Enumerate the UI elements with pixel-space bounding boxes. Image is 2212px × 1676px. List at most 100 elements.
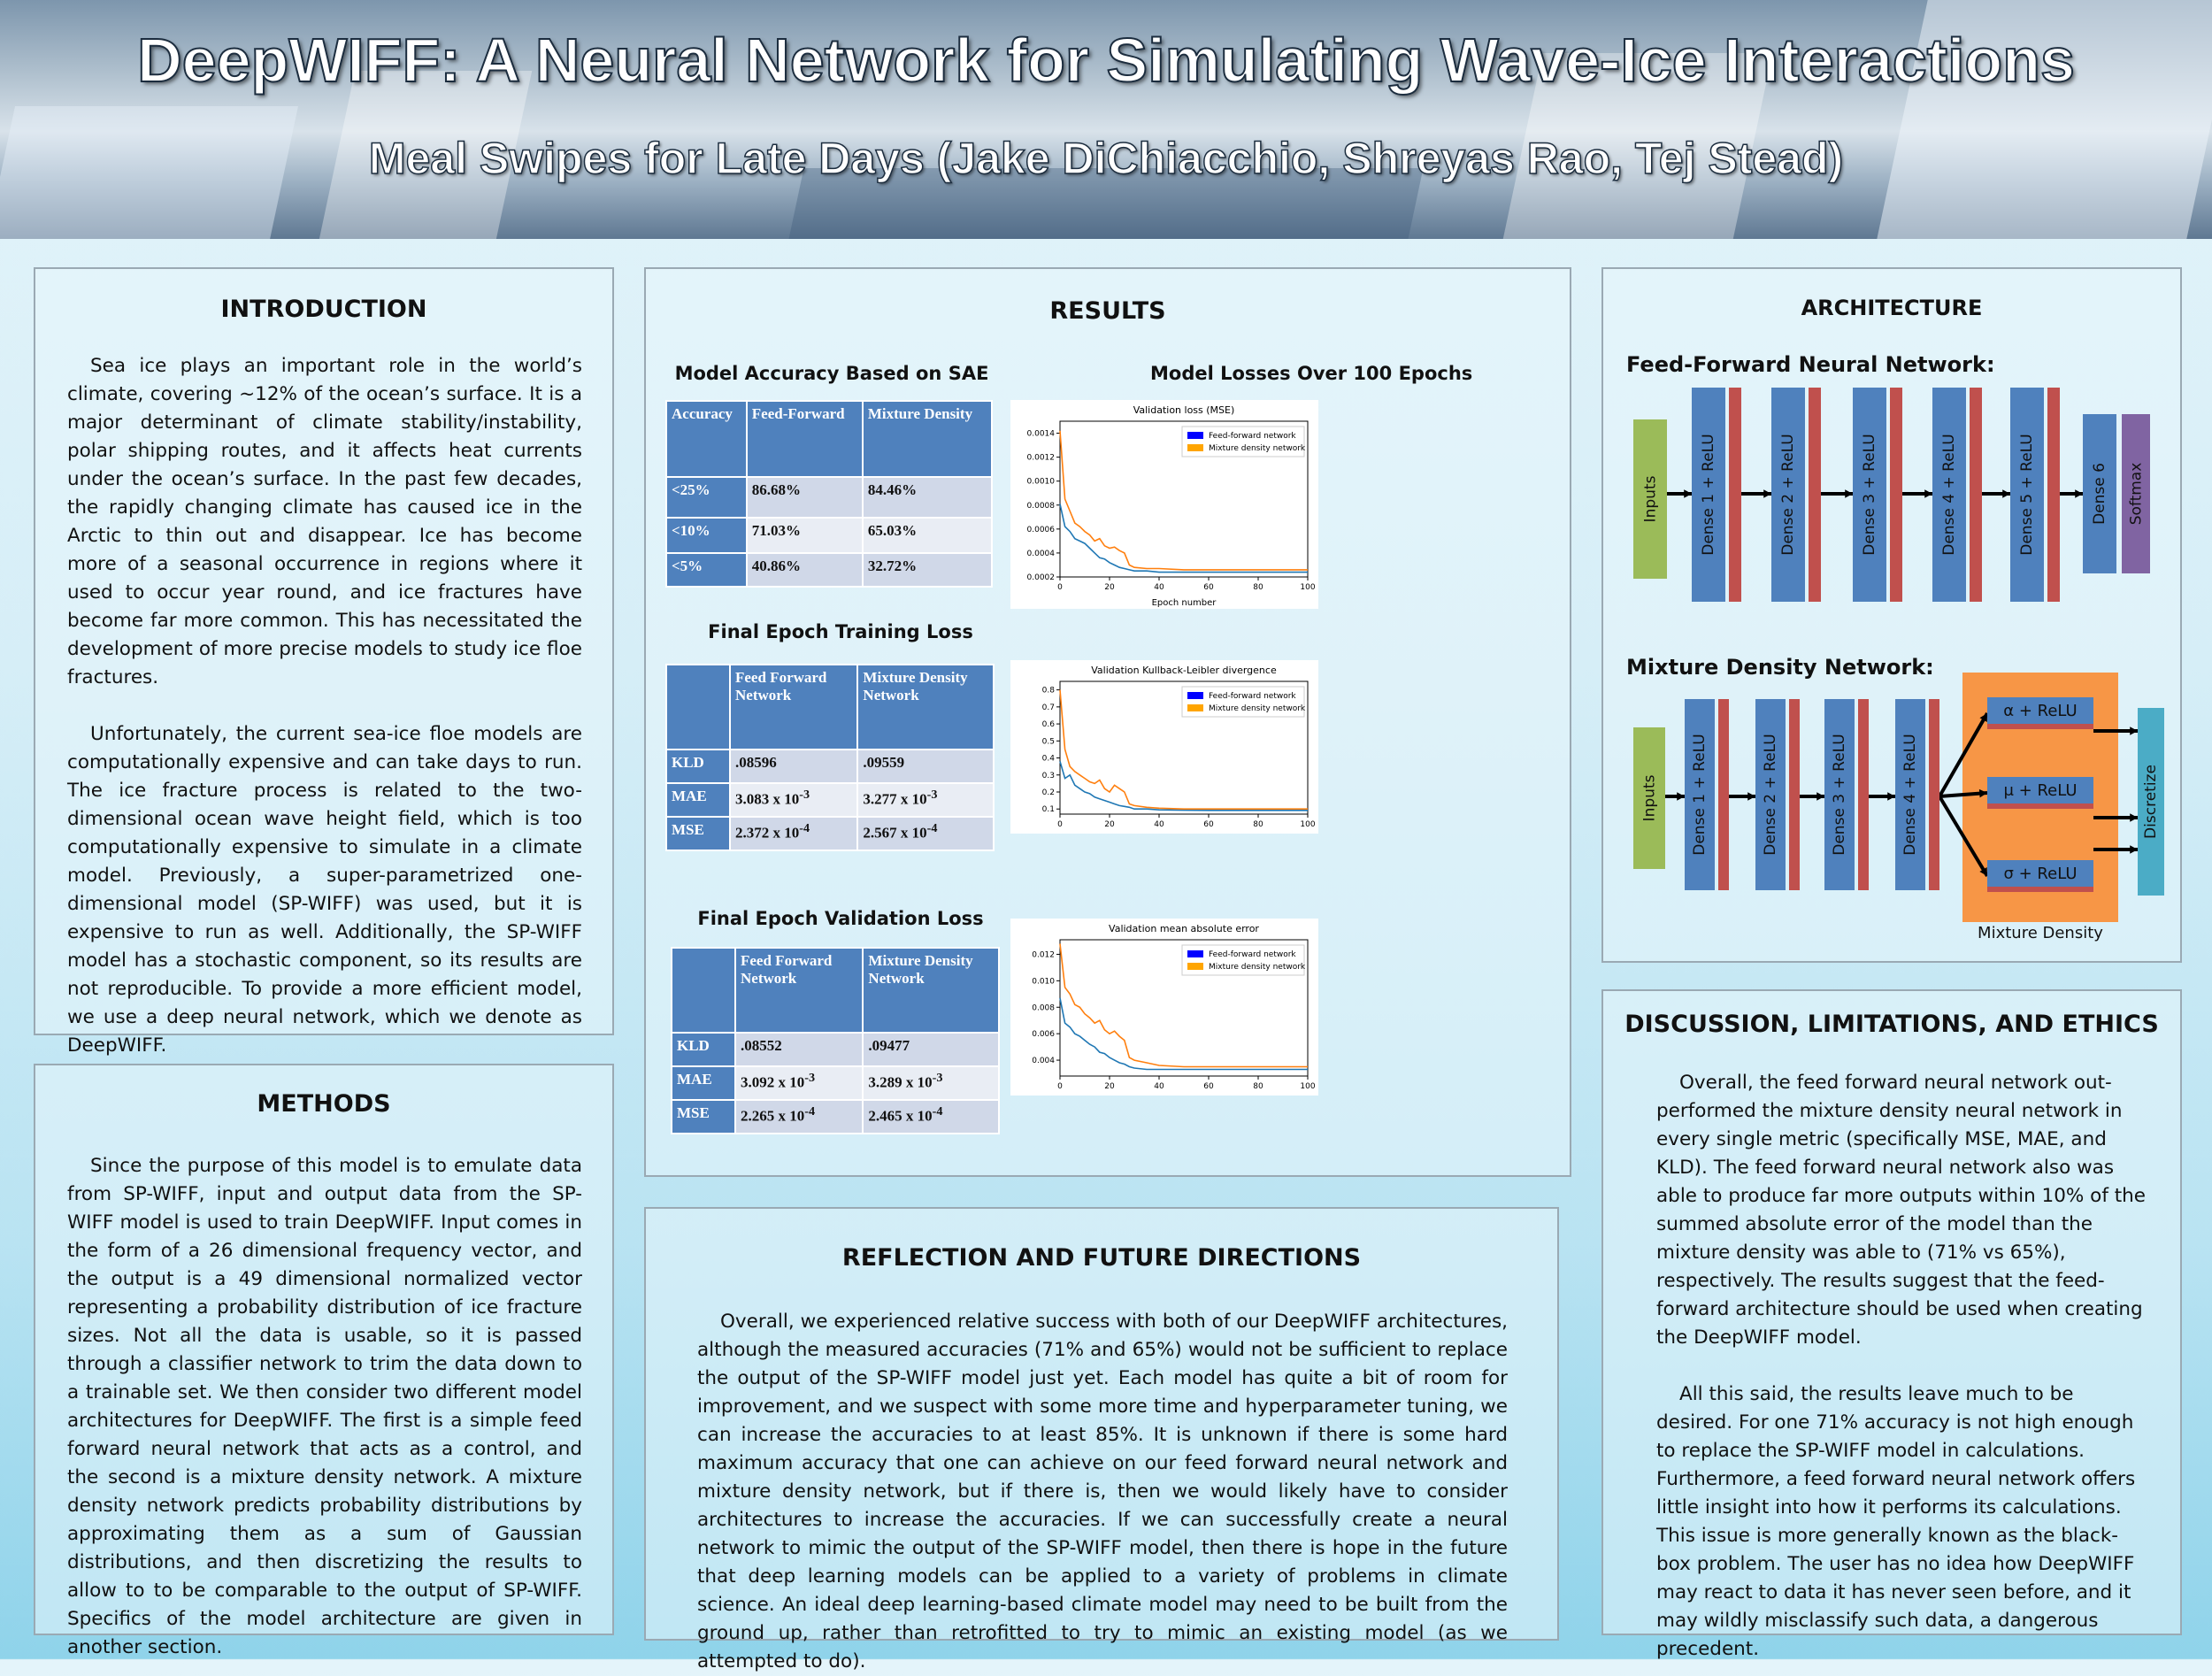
- x-tick-label: 40: [1154, 583, 1164, 592]
- accuracy-row-label: <10%: [665, 517, 748, 554]
- arrow: [1938, 795, 1989, 878]
- mixture-density-title: Mixture Density Network:: [1626, 655, 1934, 680]
- methods-paragraph-1: Since the purpose of this model is to em…: [67, 1155, 582, 1658]
- accuracy-cell: 86.68%: [745, 476, 864, 519]
- accuracy-header-cell: Mixture Density: [861, 400, 994, 478]
- legend-swatch: [1187, 950, 1203, 957]
- kld-chart: Validation Kullback-Leibler divergence 0 2…: [1010, 660, 1318, 834]
- x-tick-label: 100: [1300, 820, 1315, 829]
- arrow: [1938, 712, 1989, 797]
- feed-forward-arrows: [1667, 489, 2083, 498]
- legend-swatch: [1187, 704, 1203, 711]
- md-activation-bar: [1718, 699, 1729, 890]
- accuracy-cell: 40.86%: [745, 552, 864, 588]
- md-head-box: μ + ReLU: [1987, 777, 2093, 809]
- x-tick-label: 100: [1300, 583, 1315, 592]
- ff-activation-bar: [1729, 388, 1741, 602]
- architecture-heading: ARCHITECTURE: [1801, 296, 1983, 320]
- arrowhead: [1816, 792, 1824, 801]
- arrowhead: [2130, 727, 2138, 735]
- arrowhead: [1684, 489, 1692, 498]
- ff-activation-bar: [2047, 388, 2060, 602]
- md-dense-layer-box: Dense 2 + ReLU: [1755, 699, 1786, 890]
- y-tick-label: 0.004: [1032, 1057, 1055, 1065]
- x-tick-label: 60: [1203, 820, 1214, 829]
- loss-cell: 2.567 x 10-4: [856, 816, 995, 851]
- legend-label: Mixture density network: [1209, 704, 1306, 713]
- introduction-panel: INTRODUCTION Sea ice plays an important …: [34, 267, 614, 1057]
- ff-activation-bar: [1970, 388, 1982, 602]
- ff-activation-bar: [1890, 388, 1902, 602]
- mse-chart: Validation loss (MSE) 0 20 40 60 80 100 0.0002 0…: [1010, 400, 1318, 609]
- legend-box: [1181, 426, 1305, 457]
- accuracy-row-label: <25%: [665, 476, 748, 519]
- mixture-density-caption: Mixture Density: [1978, 924, 2103, 942]
- loss-cell: 2.372 x 10-4: [728, 816, 859, 851]
- x-tick-label: 80: [1253, 820, 1263, 829]
- y-tick-label: 0.0008: [1027, 502, 1056, 511]
- legend-label: Feed-forward network: [1209, 950, 1296, 959]
- y-tick-label: 0.2: [1042, 788, 1055, 797]
- x-tick-label: 0: [1057, 583, 1063, 592]
- y-tick-label: 0.1: [1042, 805, 1055, 814]
- introduction-heading: INTRODUCTION: [220, 296, 427, 323]
- architecture-panel: ARCHITECTURE Feed-Forward Neural Network…: [1601, 267, 2182, 963]
- loss-cell: 3.083 x 10-3: [728, 782, 859, 818]
- training-loss-table-title: Final Epoch Training Loss: [708, 621, 973, 642]
- arrowhead: [1978, 788, 1987, 798]
- validation-loss-table-title: Final Epoch Validation Loss: [697, 908, 984, 929]
- discussion-paragraph-1: Overall, the feed forward neural network…: [1656, 1072, 2147, 1349]
- y-tick-label: 0.0010: [1027, 478, 1056, 487]
- ff-dense-layer-box: Dense 5 + ReLU: [2010, 388, 2044, 602]
- x-tick-label: 20: [1104, 1082, 1115, 1091]
- accuracy-table-title: Model Accuracy Based on SAE: [674, 363, 989, 384]
- introduction-text: Sea ice plays an important role in the w…: [67, 352, 582, 1060]
- arrowhead: [2130, 813, 2138, 822]
- x-tick-label: 20: [1104, 820, 1115, 829]
- y-tick-label: 0.008: [1032, 1003, 1055, 1012]
- accuracy-cell: 32.72%: [861, 552, 994, 588]
- ff-activation-bar: [1809, 388, 1821, 602]
- y-tick-label: 0.0012: [1027, 454, 1056, 463]
- x-tick-label: 40: [1154, 820, 1164, 829]
- plot-frame: [1059, 420, 1309, 578]
- accuracy-table: Accuracy Feed-Forward Mixture Density <2…: [665, 400, 994, 588]
- loss-cell: 2.265 x 10-4: [733, 1099, 864, 1134]
- mixture-density-arrows: [1665, 712, 2138, 878]
- poster-authors: Meal Swipes for Late Days (Jake DiChiacc…: [368, 133, 1844, 184]
- loss-cell: 3.277 x 10-3: [856, 782, 995, 818]
- ff-dense-layer-box: Dense 4 + ReLU: [1932, 388, 1966, 602]
- loss-cell: .09559: [856, 749, 995, 784]
- loss-cell: .09477: [862, 1032, 1000, 1067]
- arrowhead: [1979, 713, 1987, 722]
- reflection-heading: REFLECTION AND FUTURE DIRECTIONS: [841, 1244, 1362, 1272]
- discussion-panel: DISCUSSION, LIMITATIONS, AND ETHICS Over…: [1601, 989, 2182, 1660]
- legend-label: Mixture density network: [1209, 444, 1306, 453]
- methods-panel: METHODS Since the purpose of this model …: [34, 1064, 614, 1658]
- loss-header-cell: [671, 947, 736, 1034]
- arrowhead: [1747, 792, 1755, 801]
- validation-loss-table: Feed Forward Network Mixture Density Net…: [671, 947, 1000, 1134]
- y-tick-label: 0.3: [1042, 772, 1055, 780]
- reflection-text: Overall, we experienced relative success…: [697, 1308, 1508, 1676]
- ff-dense6-box: Dense 6: [2083, 414, 2116, 573]
- loss-header-cell: Mixture Density Network: [862, 947, 1000, 1034]
- x-tick-label: 40: [1154, 1082, 1164, 1091]
- y-tick-label: 0.7: [1042, 703, 1055, 712]
- y-tick-label: 0.6: [1042, 720, 1056, 729]
- y-tick-label: 0.8: [1042, 687, 1056, 696]
- x-tick-label: 60: [1203, 583, 1214, 592]
- accuracy-row-label: <5%: [665, 552, 748, 588]
- series-line: [1059, 504, 1308, 573]
- arrowhead: [1677, 792, 1685, 801]
- arrowhead: [2075, 489, 2083, 498]
- loss-row-label: KLD: [671, 1032, 736, 1067]
- loss-header-cell: Feed Forward Network: [733, 947, 864, 1034]
- series-line: [1059, 997, 1308, 1071]
- x-tick-label: 80: [1253, 583, 1263, 592]
- methods-text: Since the purpose of this model is to em…: [67, 1152, 582, 1662]
- legend-swatch: [1187, 963, 1203, 970]
- accuracy-header-cell: Accuracy: [665, 400, 748, 478]
- y-tick-label: 0.5: [1042, 737, 1055, 746]
- plot-frame: [1059, 939, 1309, 1077]
